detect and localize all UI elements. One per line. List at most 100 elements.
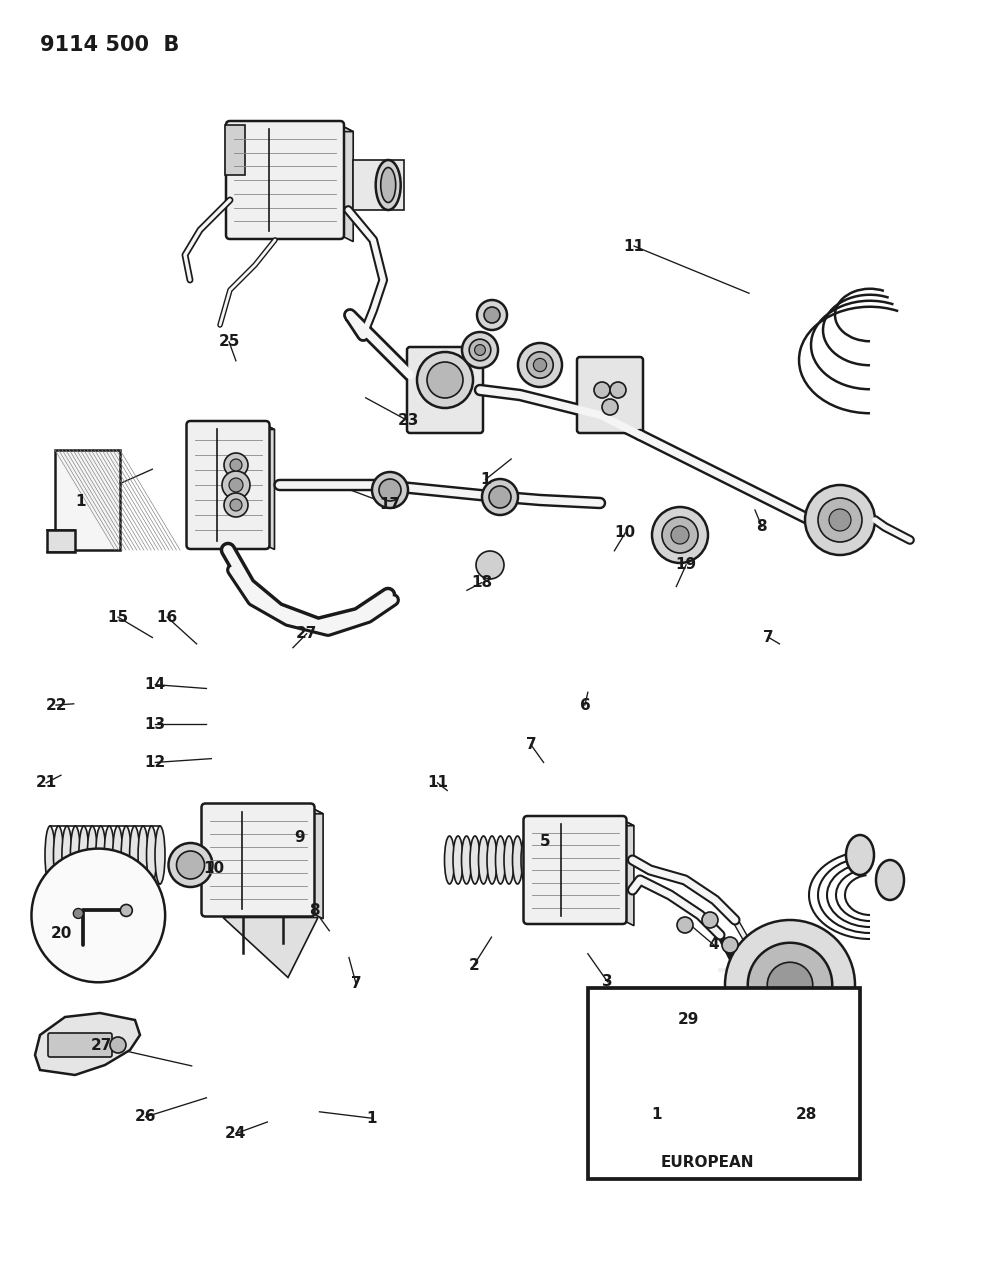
FancyBboxPatch shape [48, 1033, 112, 1057]
Polygon shape [653, 1047, 721, 1049]
Text: 1: 1 [367, 1111, 376, 1126]
Polygon shape [528, 820, 634, 826]
Circle shape [417, 352, 473, 408]
Circle shape [489, 486, 511, 507]
Text: 29: 29 [677, 1012, 699, 1028]
Ellipse shape [495, 836, 505, 884]
Text: 5: 5 [541, 834, 550, 849]
Circle shape [829, 509, 851, 530]
Circle shape [224, 493, 248, 516]
Ellipse shape [376, 159, 401, 210]
Bar [47, 530, 75, 552]
Ellipse shape [121, 826, 131, 884]
Ellipse shape [113, 826, 123, 884]
Circle shape [379, 479, 401, 501]
Circle shape [177, 850, 204, 878]
Ellipse shape [444, 836, 454, 884]
Ellipse shape [479, 836, 489, 884]
FancyBboxPatch shape [524, 816, 626, 924]
Circle shape [722, 937, 738, 952]
FancyBboxPatch shape [649, 1042, 718, 1126]
Text: 7: 7 [526, 737, 536, 752]
Circle shape [671, 527, 689, 544]
Circle shape [677, 917, 693, 933]
Circle shape [652, 507, 708, 564]
Ellipse shape [461, 836, 472, 884]
Polygon shape [191, 425, 274, 430]
Polygon shape [205, 807, 323, 813]
Polygon shape [35, 1014, 140, 1075]
Circle shape [222, 470, 250, 499]
Ellipse shape [130, 826, 140, 884]
Text: 24: 24 [225, 1126, 247, 1141]
Circle shape [110, 1037, 126, 1053]
Text: 21: 21 [35, 775, 57, 790]
Text: 26: 26 [135, 1109, 156, 1125]
FancyBboxPatch shape [226, 121, 344, 238]
Circle shape [748, 942, 833, 1028]
FancyBboxPatch shape [407, 347, 483, 434]
Circle shape [229, 478, 243, 492]
Text: 12: 12 [145, 755, 166, 770]
Circle shape [372, 472, 408, 507]
Circle shape [469, 339, 491, 361]
Circle shape [482, 479, 518, 515]
Ellipse shape [504, 836, 514, 884]
Bar [55, 450, 120, 550]
Ellipse shape [380, 167, 396, 203]
Text: 25: 25 [218, 334, 240, 349]
Ellipse shape [146, 826, 156, 884]
Circle shape [662, 516, 698, 553]
Text: 10: 10 [203, 861, 225, 876]
Text: 18: 18 [471, 575, 492, 590]
Circle shape [518, 343, 562, 388]
Circle shape [610, 382, 626, 398]
Text: EUROPEAN: EUROPEAN [661, 1155, 755, 1170]
Circle shape [230, 459, 242, 470]
Ellipse shape [95, 826, 106, 884]
Ellipse shape [530, 836, 540, 884]
Text: 11: 11 [427, 775, 448, 790]
Circle shape [805, 484, 875, 555]
Ellipse shape [62, 826, 72, 884]
Ellipse shape [512, 836, 523, 884]
Text: 16: 16 [156, 609, 178, 625]
Polygon shape [713, 1047, 721, 1125]
FancyBboxPatch shape [577, 357, 643, 434]
Ellipse shape [87, 826, 97, 884]
Bar [588, 988, 860, 1179]
Text: 3: 3 [603, 974, 612, 989]
Circle shape [476, 551, 504, 579]
Circle shape [475, 344, 486, 356]
Text: 8: 8 [310, 903, 319, 918]
Text: 22: 22 [45, 697, 67, 713]
Text: 13: 13 [145, 717, 166, 732]
Text: 8: 8 [757, 519, 767, 534]
Text: 27: 27 [90, 1038, 112, 1053]
Ellipse shape [138, 826, 148, 884]
Ellipse shape [846, 835, 874, 875]
Text: 6: 6 [580, 697, 590, 713]
Ellipse shape [487, 836, 497, 884]
Text: 23: 23 [397, 413, 419, 428]
Text: 7: 7 [764, 630, 774, 645]
Text: 20: 20 [50, 926, 72, 941]
Text: 1: 1 [652, 1107, 662, 1122]
FancyBboxPatch shape [187, 421, 269, 550]
Ellipse shape [79, 826, 88, 884]
Polygon shape [230, 125, 353, 131]
Ellipse shape [45, 826, 55, 884]
Circle shape [818, 499, 862, 542]
Circle shape [477, 300, 507, 330]
Polygon shape [340, 125, 353, 241]
Text: 2: 2 [469, 958, 479, 973]
Text: 19: 19 [675, 557, 697, 572]
Text: 9: 9 [295, 830, 305, 845]
Circle shape [527, 352, 553, 379]
Polygon shape [265, 425, 274, 550]
Ellipse shape [104, 826, 114, 884]
Circle shape [725, 921, 855, 1051]
Text: 10: 10 [614, 525, 636, 541]
Ellipse shape [155, 826, 165, 884]
Text: 14: 14 [145, 677, 166, 692]
